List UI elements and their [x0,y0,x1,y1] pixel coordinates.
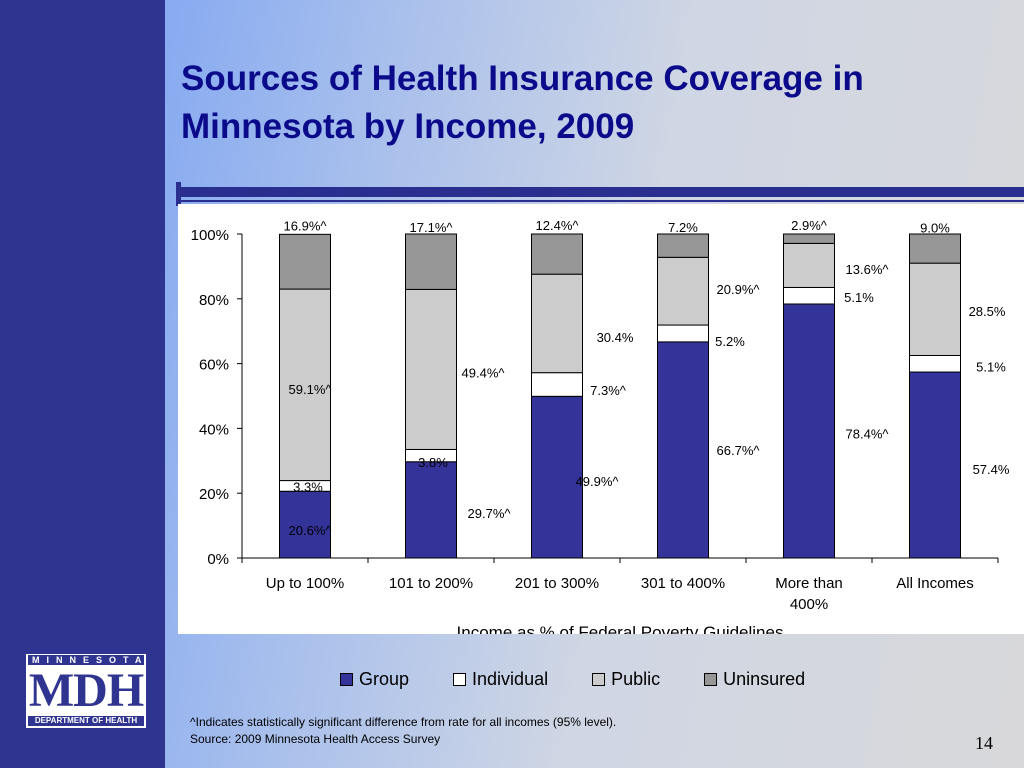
data-label: 57.4% [973,462,1010,477]
legend-label: Group [359,668,410,689]
data-label: 20.9%^ [717,282,761,297]
data-label: 7.3%^ [590,383,627,398]
data-label: 13.6%^ [846,262,890,277]
title-divider [176,182,1024,206]
bar-group-5 [909,371,961,559]
data-label: 17.1%^ [410,220,454,235]
x-tick-label: All Incomes [896,575,974,592]
data-label: 3.8% [418,455,448,470]
bar-individual-4 [783,286,835,305]
data-label: 20.6%^ [289,523,333,538]
mdh-logo: MINNESOTA MDH DEPARTMENT OF HEALTH [26,654,146,728]
legend-item-group: Group [340,669,409,690]
data-label: 29.7%^ [468,506,512,521]
data-label: 5.2% [715,334,745,349]
footnote: ^Indicates statistically significant dif… [190,714,616,748]
x-tick-label: More than [775,575,843,592]
logo-top-text: MINNESOTA [28,655,144,665]
x-tick-label: 400% [790,596,828,613]
footnote-source: Source: 2009 Minnesota Health Access Sur… [190,732,441,746]
data-label: 5.1% [976,360,1006,375]
logo-main-text: MDH [28,664,144,717]
data-label: 3.3% [293,480,323,495]
bar-individual-5 [909,355,961,373]
bar-individual-2 [531,372,583,397]
data-label: 78.4%^ [846,427,890,442]
logo-bottom-text: DEPARTMENT OF HEALTH [28,716,144,726]
bar-public-4 [783,242,835,288]
bar-group-4 [783,303,835,559]
legend-label: Uninsured [723,668,806,689]
chart-legend: Group Individual Public Uninsured [340,667,805,691]
data-label: 30.4% [597,330,634,345]
legend-swatch [340,672,353,686]
bar-group-1 [405,461,457,559]
data-label: 12.4%^ [536,218,580,233]
y-tick-label: 40% [199,421,229,438]
bar-uninsured-0 [279,233,331,290]
legend-label: Individual [472,668,549,689]
data-label: 49.4%^ [462,365,506,380]
footnote-significance: ^Indicates statistically significant dif… [190,715,617,729]
legend-label: Public [611,668,661,689]
data-label: 5.1% [844,290,874,305]
stacked-bar-chart: 0% 20% 40% 60% 80% 100% Up to 100% 101 to 200% 2… [191,218,1010,634]
bar-public-3 [657,256,709,326]
bar-uninsured-1 [405,233,457,290]
x-tick-label: 201 to 300% [515,575,599,592]
x-tick-label: Up to 100% [266,575,344,592]
bar-uninsured-5 [909,233,961,264]
bar-uninsured-2 [531,233,583,275]
bar-uninsured-3 [657,233,709,258]
legend-swatch [592,672,606,686]
legend-item-individual: Individual [453,669,548,690]
data-label: 9.0% [920,221,950,236]
data-label: 59.1%^ [289,382,333,397]
y-tick-label: 60% [199,357,229,374]
y-tick-label: 100% [191,227,229,244]
data-label: 66.7%^ [717,443,761,458]
bar-public-0 [279,288,331,482]
bar-group-3 [657,341,709,559]
bar-individual-3 [657,324,709,343]
data-label: 16.9%^ [284,219,328,234]
data-label: 28.5% [969,304,1006,319]
y-tick-label: 80% [199,292,229,309]
slide-title: Sources of Health Insurance Coverage in … [181,59,864,146]
page-number: 14 [975,733,993,753]
bar-public-1 [405,288,457,450]
x-tick-label: 101 to 200% [389,575,473,592]
x-axis-title: Income as % of Federal Poverty Guideline… [457,623,784,634]
data-label: 49.9%^ [576,474,620,489]
legend-item-uninsured: Uninsured [704,669,805,690]
bar-uninsured-4 [783,233,835,244]
legend-swatch [704,672,718,686]
x-tick-label: 301 to 400% [641,575,725,592]
sidebar-band [0,0,165,768]
y-tick-label: 0% [207,551,229,568]
chart-area: 0% 20% 40% 60% 80% 100% Up to 100% 101 to 200% 2… [178,204,1024,634]
bar-group-2 [531,395,583,559]
data-label: 7.2% [668,220,698,235]
y-tick-label: 20% [199,486,229,503]
legend-item-public: Public [592,669,660,690]
data-label: 2.9%^ [791,218,828,233]
legend-swatch [453,672,467,686]
bar-public-5 [909,262,961,356]
bar-public-2 [531,273,583,374]
bar-group-0 [279,490,331,559]
